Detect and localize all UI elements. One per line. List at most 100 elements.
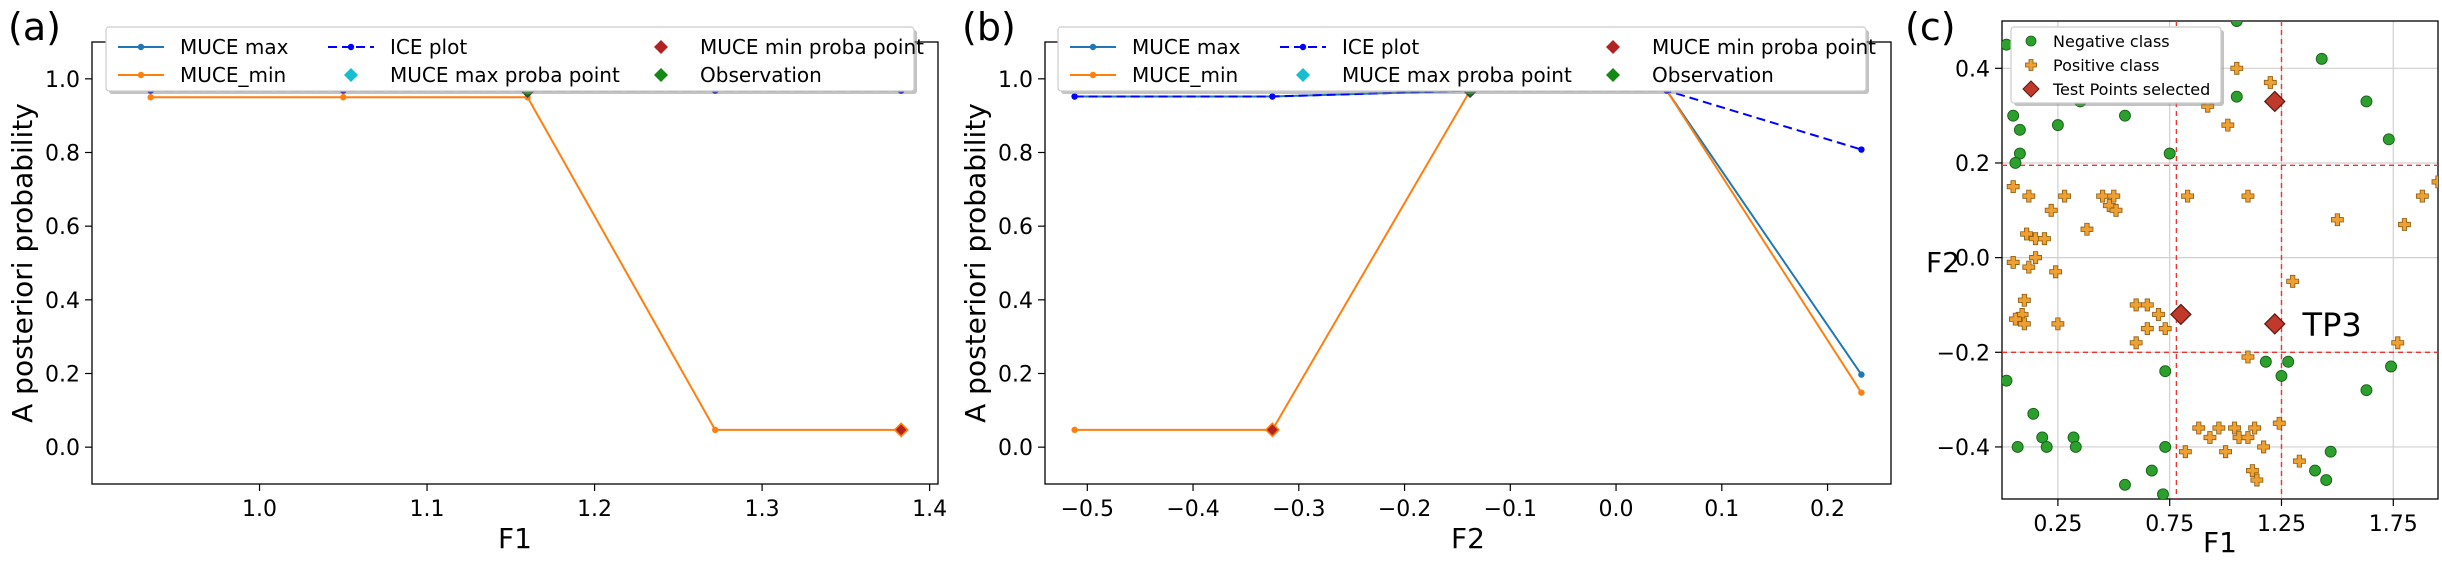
positive-class-point [2241,431,2255,444]
panel-label: (c) [1905,5,1956,49]
positive-class-point [2017,293,2031,307]
negative-class-point [2145,464,2158,477]
axes-frame [1044,41,1892,485]
ice-plot-point [1269,93,1276,100]
muce-min-proba-marker [1264,422,1280,438]
muce-max-point [1858,371,1865,378]
legend-ice-plot-swatch-point [1299,43,1307,51]
positive-class-point [2020,227,2033,241]
x-tick-label: 1.25 [2257,512,2306,537]
legend-min-proba-point-swatch [1606,40,1620,54]
x-tick-label: −0.1 [1484,497,1537,522]
positive-class-point [2140,298,2154,312]
test-point [2170,303,2192,326]
y-tick-label: 0.2 [998,363,1033,388]
positive-class-point [2006,180,2020,194]
legend-box [1057,26,1867,92]
positive-class-point [2029,232,2042,246]
negative-class-point [2013,123,2026,136]
legend-positive-class-label: Positive class [2053,56,2159,75]
ice-plot-point [1071,93,1078,100]
positive-class-point [2286,274,2300,288]
legend-muce-max-label: MUCE max [1132,35,1241,59]
positive-class-point [2038,232,2051,246]
positive-class-point [2107,189,2121,203]
negative-class-point [2009,157,2022,169]
y-tick-label: 0.0 [45,436,80,461]
test-point [2263,90,2286,113]
muce-min-line [1074,89,1863,431]
plot-area [1071,83,1865,438]
x-tick-label: 0.0 [1599,497,1634,522]
axes-frame [91,41,939,485]
positive-class-point [2080,222,2094,236]
legend-observation-label: Observation [1652,63,1774,87]
positive-class-point [2058,189,2072,203]
positive-class-point [2257,440,2270,454]
legend-negative-class-label: Negative class [2053,32,2170,51]
legend-negative-class-swatch [2025,35,2037,47]
plot-area [147,83,909,438]
positive-class-point [2029,251,2042,265]
negative-class-point [2002,374,2013,387]
y-tick-label: 0.2 [45,363,80,388]
x-tick-label: 1.3 [745,497,780,522]
muce-min-line [150,96,902,431]
positive-class-point [2096,189,2110,203]
legend-muce-min-label: MUCE_min [1132,63,1238,87]
positive-class-point [2250,473,2264,487]
x-tick-label: 0.25 [2033,512,2082,537]
legend-muce-max-label: MUCE max [180,35,289,59]
legend-min-proba-point-label: MUCE min proba point [1652,35,1876,59]
positive-class-point [2272,416,2286,430]
negative-class-point [2324,445,2337,458]
muce-min-proba-marker [893,422,909,438]
legend-ice-plot-label: ICE plot [1342,35,1419,59]
negative-class-point [2002,38,2013,51]
negative-class-point [2315,52,2328,65]
positive-class-point [2158,322,2172,336]
panel-a: (a) 1.0 1.1 1.2 1.3 1.4 0.0 0.2 0.4 0.6 0.8 1.0 F1 A … [6,5,947,555]
negative-class-point [2275,370,2288,382]
positive-class-point [2049,265,2063,279]
positive-class-point [2022,189,2036,203]
y-tick-label: 1.0 [45,68,80,93]
y-tick-label: −0.4 [1937,436,1990,461]
positive-class-point [2212,421,2226,435]
y-tick-label: 0.2 [1955,152,1990,177]
x-tick-label: 1.4 [912,497,947,522]
y-axis-label: A posteriori probability [6,103,39,423]
x-tick-label: 0.75 [2145,512,2194,537]
positive-class-point [2221,118,2235,132]
legend-ice-plot-swatch-point [347,43,355,51]
legend-min-proba-point-swatch [654,40,668,54]
y-tick-label: 0.8 [45,142,80,167]
positive-class-point [2263,76,2277,89]
positive-class-point [2230,61,2244,75]
positive-class-point [2022,260,2036,274]
negative-class-point [2360,384,2373,397]
negative-class-point [2036,431,2049,444]
muce-min-point [1858,389,1865,396]
panel-b: (b) −0.5 −0.4 −0.3 −0.2 −0.1 0.0 0.1 0.2 0.0 0.2 0.… [959,5,1892,555]
legend-muce-max-swatch-point [1089,43,1097,51]
negative-class-point [2320,474,2333,487]
positive-class-point [2178,445,2192,459]
positive-class-point [2219,445,2232,459]
legend-max-proba-point-label: MUCE max proba point [390,63,620,87]
y-tick-label: 0.8 [998,142,1033,167]
panel-label: (a) [8,5,61,49]
positive-class-point [2391,336,2405,350]
positive-class-point [2051,317,2065,331]
legend-box [105,26,915,92]
positive-class-point [2203,431,2217,444]
negative-class-point [2159,365,2172,378]
negative-class-point [2119,109,2131,122]
y-tick-label: 0.6 [45,215,80,240]
negative-class-point [2309,464,2321,477]
muce-min-point [340,94,347,101]
positive-class-point [2415,189,2429,203]
y-tick-label: 0.4 [1955,57,1990,82]
x-tick-label: −0.3 [1272,497,1325,522]
